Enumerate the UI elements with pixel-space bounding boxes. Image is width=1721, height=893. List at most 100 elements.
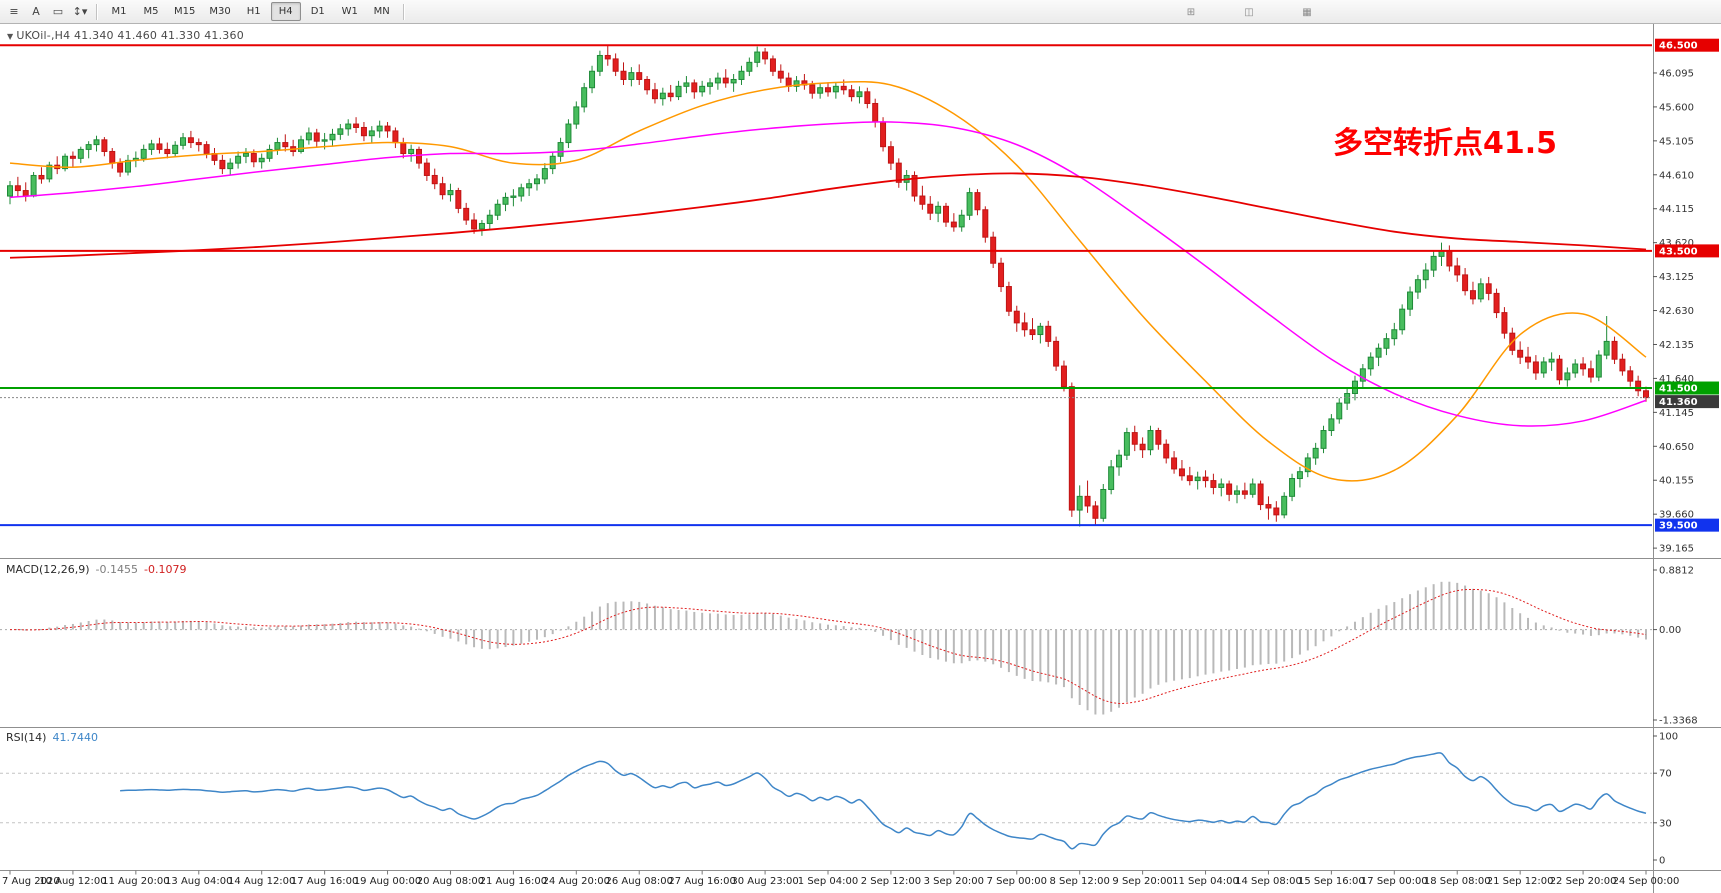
ma-fast-line [9,80,1647,482]
svg-text:100: 100 [1659,732,1678,743]
timeframe-group: M1 M5 M15 M30 H1 H4 D1 W1 MN [103,2,398,21]
tool-icon-group: ≡ A ▭ ↕▾ [3,2,91,22]
svg-text:27 Aug 16:00: 27 Aug 16:00 [668,876,735,887]
svg-text:8 Sep 12:00: 8 Sep 12:00 [1049,876,1109,887]
rsi-indicator-label: RSI(14) 41.7440 [6,731,98,744]
ma-mid-line [9,121,1647,427]
timeframe-m1-button[interactable]: M1 [111,6,127,17]
macd-indicator-label: MACD(12,26,9) -0.1455 -0.1079 [6,563,186,576]
svg-text:17 Sep 00:00: 17 Sep 00:00 [1361,876,1428,887]
svg-text:0.8812: 0.8812 [1659,566,1694,577]
text-annotate-icon[interactable]: A [32,5,40,18]
svg-text:1 Sep 04:00: 1 Sep 04:00 [798,876,858,887]
svg-text:40.155: 40.155 [1659,476,1694,487]
svg-text:39.500: 39.500 [1659,521,1698,532]
svg-text:0: 0 [1659,856,1665,867]
svg-text:20 Aug 08:00: 20 Aug 08:00 [417,876,484,887]
horizontal-lines [0,44,1652,527]
rsi-panel: 100 70 30 0 [0,732,1678,867]
timeframe-w1-button[interactable]: W1 [341,6,358,17]
svg-text:14 Sep 08:00: 14 Sep 08:00 [1235,876,1302,887]
timeframe-h1-button[interactable]: H1 [246,6,261,17]
timeframe-m5-button[interactable]: M5 [143,6,159,17]
svg-text:43.125: 43.125 [1659,272,1694,283]
svg-text:42.630: 42.630 [1659,306,1694,317]
toolbar: ≡ A ▭ ↕▾ M1 M5 M15 M30 H1 H4 D1 W1 MN ⊞ ◫ ▦ [0,0,1721,24]
rsi-name: RSI(14) [6,731,47,744]
timeframe-mn-button[interactable]: MN [373,6,390,17]
timeframe-m30-button[interactable]: M30 [209,6,231,17]
object-box-icon[interactable]: ▭ [52,5,64,18]
svg-text:45.600: 45.600 [1659,102,1694,113]
svg-text:-1.3368: -1.3368 [1659,716,1698,727]
rsi-line [120,752,1647,850]
svg-text:41.145: 41.145 [1659,408,1694,419]
svg-text:43.620: 43.620 [1659,238,1694,249]
grid-toggle-icon[interactable]: ⊞ [1186,6,1196,18]
svg-text:30: 30 [1659,818,1672,829]
svg-text:46.500: 46.500 [1659,41,1698,52]
svg-text:26 Aug 08:00: 26 Aug 08:00 [606,876,673,887]
svg-text:0.00: 0.00 [1659,625,1681,636]
panel-separators [0,24,1721,893]
collapse-arrow-icon[interactable]: ▼ [7,32,14,41]
svg-text:41.360: 41.360 [1659,397,1698,408]
symbol-header: ▼ UKOil-,H4 41.340 41.460 41.330 41.360 [7,29,244,42]
svg-text:21 Sep 12:00: 21 Sep 12:00 [1487,876,1554,887]
svg-text:39.165: 39.165 [1659,544,1694,555]
svg-text:30 Aug 23:00: 30 Aug 23:00 [731,876,798,887]
price-axis[interactable]: 46.095 45.600 45.105 44.610 44.115 43.620 43.1… [1653,38,1719,555]
chart-annotation-text: 多空转折点41.5 [1333,126,1558,161]
svg-text:40.650: 40.650 [1659,442,1694,453]
svg-text:9 Sep 20:00: 9 Sep 20:00 [1112,876,1172,887]
svg-text:13 Aug 04:00: 13 Aug 04:00 [165,876,232,887]
svg-text:18 Sep 08:00: 18 Sep 08:00 [1424,876,1491,887]
svg-text:3 Sep 20:00: 3 Sep 20:00 [924,876,984,887]
svg-text:39.660: 39.660 [1659,510,1694,521]
svg-text:2 Sep 12:00: 2 Sep 12:00 [861,876,921,887]
scroll-shift-icon[interactable]: ↕▾ [72,5,88,18]
ma-slow-line [9,172,1647,259]
svg-text:41.500: 41.500 [1659,384,1698,395]
svg-text:14 Aug 12:00: 14 Aug 12:00 [228,876,295,887]
svg-text:11 Sep 04:00: 11 Sep 04:00 [1172,876,1239,887]
svg-text:17 Aug 16:00: 17 Aug 16:00 [291,876,358,887]
svg-text:44.610: 44.610 [1659,170,1694,181]
svg-text:15 Sep 16:00: 15 Sep 16:00 [1298,876,1365,887]
macd-panel: 0.8812 0.00 -1.3368 [0,566,1698,727]
symbol-timeframe-label: UKOil-,H4 [16,29,71,42]
ohlc-readout: 41.340 41.460 41.330 41.360 [74,29,244,42]
svg-text:7 Sep 00:00: 7 Sep 00:00 [987,876,1047,887]
svg-text:19 Aug 00:00: 19 Aug 00:00 [354,876,421,887]
chart-list-icon[interactable]: ≡ [9,5,19,18]
timeframe-h4-button[interactable]: H4 [270,2,301,21]
svg-text:46.095: 46.095 [1659,68,1694,79]
svg-text:10 Aug 12:00: 10 Aug 12:00 [39,876,106,887]
rsi-value: 41.7440 [52,731,98,744]
svg-text:24 Aug 20:00: 24 Aug 20:00 [543,876,610,887]
chart-shift-icon[interactable]: ▦ [1302,6,1312,18]
svg-text:70: 70 [1659,769,1672,780]
toolbar-right-icons: ⊞ ◫ ▦ [1180,2,1318,22]
window-tile-icon[interactable]: ◫ [1244,6,1254,18]
svg-text:11 Aug 20:00: 11 Aug 20:00 [102,876,169,887]
svg-text:45.105: 45.105 [1659,136,1694,147]
price-badge: 41.360 [1655,395,1719,409]
svg-text:24 Sep 00:00: 24 Sep 00:00 [1613,876,1680,887]
timeframe-m15-button[interactable]: M15 [174,6,196,17]
macd-signal-line [9,588,1647,704]
price-badge: 46.500 [1655,38,1719,52]
candlesticks [7,45,1649,527]
svg-text:7 Aug 2020: 7 Aug 2020 [2,876,60,887]
macd-name: MACD(12,26,9) [6,563,90,576]
macd-signal-value: -0.1079 [144,563,187,576]
svg-text:42.135: 42.135 [1659,340,1694,351]
svg-text:43.500: 43.500 [1659,246,1698,257]
svg-text:41.640: 41.640 [1659,374,1694,385]
price-badge: 43.500 [1655,244,1719,258]
timeframe-d1-button[interactable]: D1 [310,6,325,17]
svg-text:22 Sep 20:00: 22 Sep 20:00 [1550,876,1617,887]
